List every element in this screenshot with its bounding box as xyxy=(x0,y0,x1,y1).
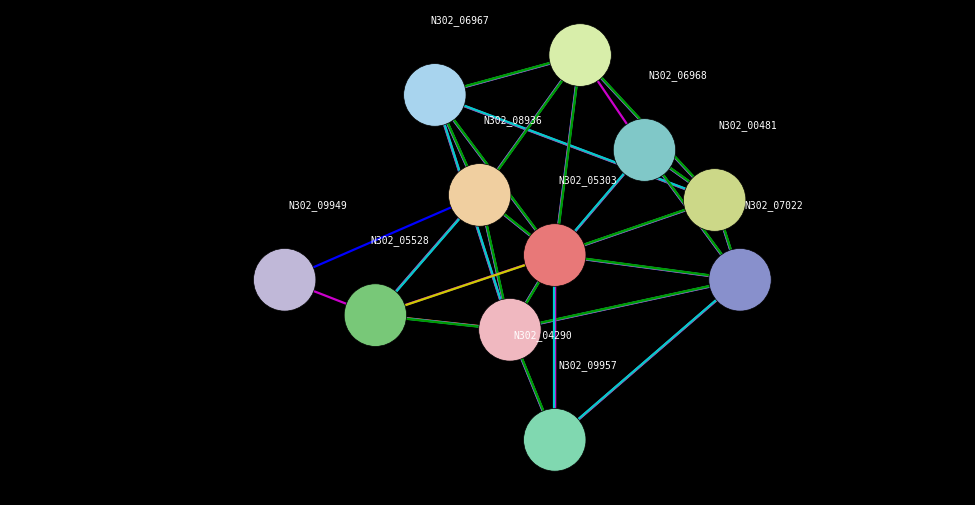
Ellipse shape xyxy=(404,64,466,126)
Ellipse shape xyxy=(448,164,511,226)
Ellipse shape xyxy=(344,284,407,346)
Text: N302_06968: N302_06968 xyxy=(648,70,707,81)
Ellipse shape xyxy=(683,169,746,231)
Text: N302_05528: N302_05528 xyxy=(370,235,429,246)
Text: N302_09949: N302_09949 xyxy=(289,199,347,211)
Ellipse shape xyxy=(613,119,676,181)
Text: N302_09957: N302_09957 xyxy=(559,360,617,371)
Text: N302_07022: N302_07022 xyxy=(744,199,802,211)
Ellipse shape xyxy=(524,224,586,286)
Text: N302_05303: N302_05303 xyxy=(559,175,617,186)
Ellipse shape xyxy=(479,298,541,361)
Text: N302_08936: N302_08936 xyxy=(484,115,542,126)
Ellipse shape xyxy=(709,248,771,311)
Ellipse shape xyxy=(254,248,316,311)
Ellipse shape xyxy=(549,24,611,86)
Text: N302_00481: N302_00481 xyxy=(719,120,777,131)
Text: N302_04290: N302_04290 xyxy=(514,330,572,341)
Ellipse shape xyxy=(524,409,586,471)
Text: N302_06967: N302_06967 xyxy=(430,15,488,26)
